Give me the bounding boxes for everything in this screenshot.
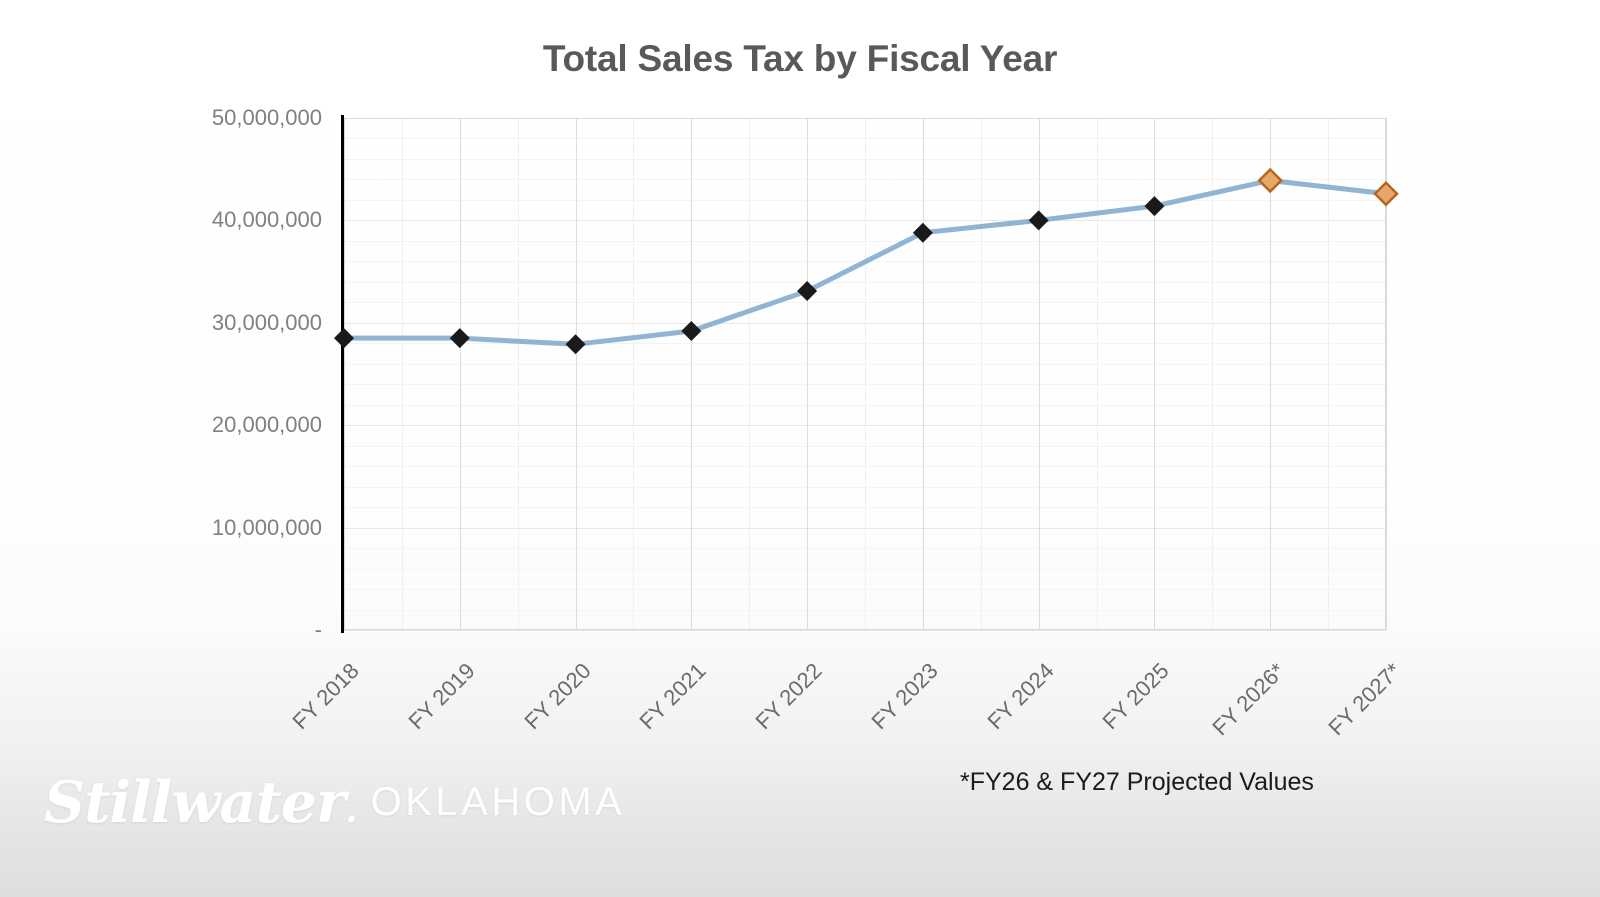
data-point-marker xyxy=(681,320,702,341)
gridline-vertical-major xyxy=(1386,118,1387,630)
y-axis-tick-label: 40,000,000 xyxy=(211,207,322,233)
logo-script-word: Stillwater xyxy=(44,768,346,836)
gridline-horizontal-major xyxy=(344,630,1386,631)
gridline-vertical-major xyxy=(691,118,693,630)
series-line-total-sales-tax xyxy=(341,177,1389,347)
gridline-vertical-minor xyxy=(980,118,982,630)
data-point-marker xyxy=(1144,196,1165,217)
y-axis-tick-label: 30,000,000 xyxy=(211,309,322,335)
chart-plot-area xyxy=(344,118,1387,631)
gridline-vertical-major xyxy=(1154,118,1156,630)
y-axis-spine xyxy=(341,115,344,633)
data-point-marker xyxy=(449,328,470,349)
logo-script-period: . xyxy=(345,788,358,831)
gridline-vertical-minor xyxy=(1328,118,1330,630)
data-point-marker xyxy=(565,334,586,355)
data-point-marker xyxy=(797,281,818,302)
y-axis-tick-label: 20,000,000 xyxy=(211,412,322,438)
projection-footnote: *FY26 & FY27 Projected Values xyxy=(960,768,1314,796)
y-axis-tick-labels: 50,000,000 40,000,000 30,000,000 20,000,000… xyxy=(170,0,322,897)
logo-state-text: OKLAHOMA xyxy=(370,780,626,824)
gridline-vertical-major xyxy=(1038,118,1040,630)
y-axis-tick-label: 50,000,000 xyxy=(211,105,322,130)
page-title: Total Sales Tax by Fiscal Year xyxy=(542,38,1058,79)
gridline-vertical-minor xyxy=(517,118,519,630)
gridline-vertical-major xyxy=(922,118,924,630)
data-point-marker xyxy=(1028,210,1049,231)
y-axis-tick-label: 10,000,000 xyxy=(211,514,322,540)
data-point-marker xyxy=(912,222,933,243)
logo-script-text: Stillwater. xyxy=(44,774,358,831)
series-markers xyxy=(334,167,1399,355)
data-point-marker-projected xyxy=(1373,181,1399,207)
gridline-vertical-major xyxy=(459,118,461,630)
gridline-vertical-minor xyxy=(865,118,866,630)
stillwater-oklahoma-logo: Stillwater. OKLAHOMA xyxy=(44,757,625,847)
gridline-vertical-minor xyxy=(749,118,751,630)
gridline-vertical-major xyxy=(575,118,577,630)
gridline-vertical-minor xyxy=(1096,118,1098,630)
gridline-vertical-minor xyxy=(401,118,403,630)
y-axis-tick-label: - xyxy=(314,617,322,642)
gridline-vertical-minor xyxy=(633,118,635,630)
gridline-vertical-minor xyxy=(1212,118,1214,630)
data-point-marker xyxy=(334,328,354,349)
gridline-vertical-major xyxy=(807,118,809,630)
data-point-marker-projected xyxy=(1257,167,1283,194)
gridline-vertical-major xyxy=(1270,118,1272,630)
